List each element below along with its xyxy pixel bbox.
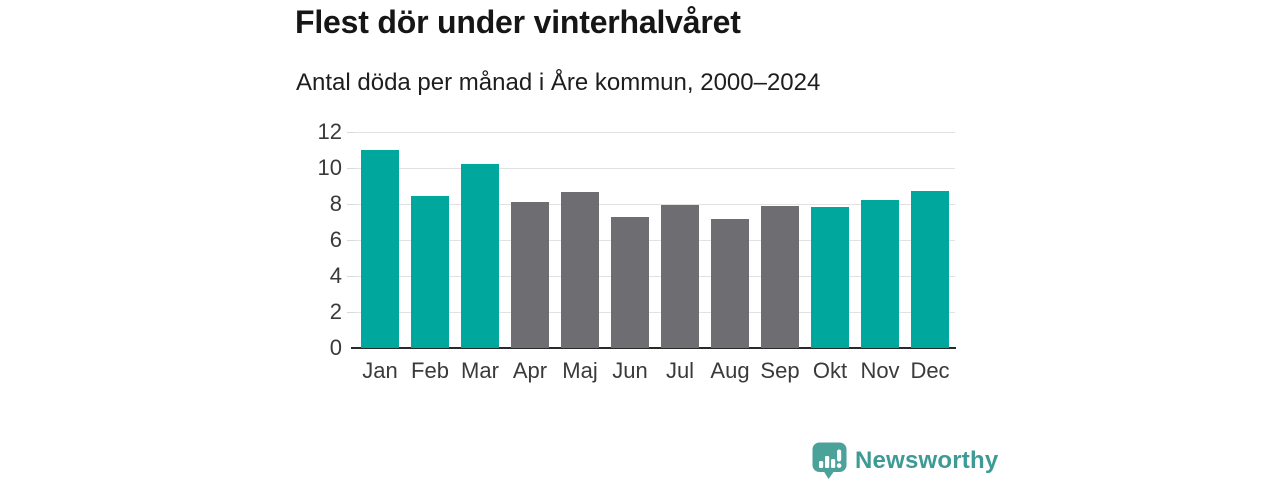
bar-aug	[711, 219, 749, 348]
y-axis-tick-label: 6	[329, 227, 342, 252]
bar-chart-plot	[347, 132, 956, 349]
x-axis-label-mar: Mar	[461, 358, 499, 383]
x-axis-label-jun: Jun	[612, 358, 648, 383]
x-axis-label-jan: Jan	[362, 358, 398, 383]
y-axis-tick-label: 4	[329, 263, 342, 288]
bar-maj	[561, 192, 599, 348]
brand-name: Newsworthy	[855, 446, 999, 474]
x-axis-label-aug: Aug	[710, 358, 750, 383]
gridline-y12	[355, 132, 955, 133]
y-axis-tick-label: 2	[329, 299, 342, 324]
gridline-y4	[355, 276, 955, 277]
newsworthy-logo-icon	[812, 442, 847, 479]
chart-title: Flest dör under vinterhalvåret	[295, 4, 741, 40]
y-tick-mark	[347, 132, 355, 133]
bar-sep	[761, 205, 799, 348]
x-axis-label-maj: Maj	[562, 358, 598, 383]
y-axis-tick-label: 8	[329, 191, 342, 216]
x-axis-label-dec: Dec	[910, 358, 950, 383]
bar-okt	[811, 206, 849, 348]
bar-feb	[411, 195, 449, 348]
x-axis-label-jul: Jul	[665, 358, 695, 383]
y-tick-mark	[347, 168, 355, 169]
logo-bar-tall	[825, 456, 830, 468]
y-axis-tick-label: 0	[329, 335, 342, 360]
x-axis-label-sep: Sep	[760, 358, 800, 383]
brand-lockup: Newsworthy	[812, 442, 998, 479]
y-axis-tick-label: 10	[317, 155, 342, 180]
logo-bar-small	[819, 461, 824, 468]
gridline-y2	[355, 312, 955, 313]
x-axis-label-apr: Apr	[512, 358, 548, 383]
bar-nov	[861, 199, 899, 348]
chart-subtitle: Antal döda per månad i Åre kommun, 2000–…	[296, 69, 821, 96]
gridline-y6	[355, 240, 955, 241]
gridline-y10	[355, 168, 955, 169]
bar-dec	[911, 190, 949, 348]
logo-bar-medium	[831, 459, 836, 468]
y-axis-tick-label: 12	[317, 119, 342, 144]
logo-bubble-tail	[823, 470, 835, 479]
bar-jun	[611, 216, 649, 348]
logo-bubble-shape	[812, 442, 847, 472]
y-tick-mark	[347, 240, 355, 241]
x-axis-label-feb: Feb	[411, 358, 449, 383]
gridline-y8	[355, 204, 955, 205]
logo-exclamation-bar	[837, 449, 842, 462]
y-tick-mark	[347, 204, 355, 205]
logo-exclamation-dot	[836, 463, 842, 468]
bar-mar	[461, 164, 499, 348]
bar-jan	[361, 150, 399, 348]
bar-jul	[661, 204, 699, 348]
x-axis-line	[351, 347, 956, 349]
x-axis-label-nov: Nov	[860, 358, 900, 383]
y-tick-mark	[347, 312, 355, 313]
bar-apr	[511, 202, 549, 348]
x-axis-label-okt: Okt	[812, 358, 848, 383]
y-tick-mark	[347, 276, 355, 277]
